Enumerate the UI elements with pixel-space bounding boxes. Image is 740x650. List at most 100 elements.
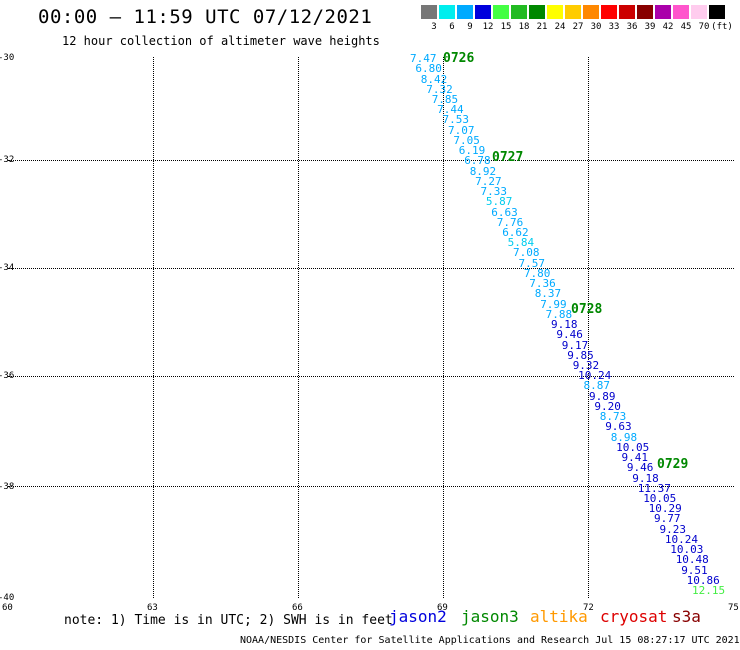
date-label: 0729 <box>657 457 689 472</box>
wave-height-value: 9.77 <box>654 512 681 526</box>
wave-height-value: 7.27 <box>475 174 502 188</box>
wave-height-value: 9.89 <box>589 389 616 403</box>
wave-height-value: 10.24 <box>664 532 699 546</box>
gridline-lat-32 <box>8 160 734 161</box>
wave-height-value: 9.46 <box>556 328 583 342</box>
wave-height-value: 9.51 <box>681 563 708 577</box>
wave-height-value: 9.23 <box>659 522 687 536</box>
satellite-legend-s3a: s3a <box>672 607 701 626</box>
wave-height-value: 6.80 <box>415 62 442 76</box>
date-label: 0727 <box>492 150 524 165</box>
wave-height-value: 5.87 <box>485 195 513 209</box>
colorbar-swatch <box>637 5 653 19</box>
wave-height-value: 7.44 <box>437 103 464 117</box>
wave-height-value: 7.47 <box>410 52 437 65</box>
colorbar-swatch <box>655 5 671 19</box>
wave-height-value: 7.88 <box>545 307 573 321</box>
wave-height-value: 7.33 <box>480 185 508 198</box>
colorbar-swatch <box>691 5 707 19</box>
wave-height-value: 8.73 <box>599 410 627 424</box>
wave-height-value: 9.41 <box>621 451 649 464</box>
colorbar-swatch <box>493 5 509 19</box>
date-label: 0728 <box>571 302 603 317</box>
wave-height-value: 8.42 <box>420 72 448 86</box>
colorbar-label: 45 <box>680 22 692 32</box>
colorbar-label: 36 <box>626 22 638 32</box>
wave-height-value: 10.03 <box>670 543 704 557</box>
colorbar-label: 24 <box>554 22 566 32</box>
wave-height-value: 7.32 <box>426 82 453 96</box>
wave-height-value: 10.05 <box>643 491 677 505</box>
footer-credit: NOAA/NESDIS Center for Satellite Applica… <box>240 635 740 646</box>
colorbar-swatch <box>709 5 725 19</box>
lon-label: 60 <box>2 603 13 613</box>
colorbar-label: 30 <box>590 22 602 32</box>
lon-label: 66 <box>292 603 303 613</box>
colorbar-label: 18 <box>518 22 530 32</box>
colorbar-swatch <box>529 5 545 19</box>
wave-height-value: 8.87 <box>583 379 611 393</box>
units-note: note: 1) Time is in UTC; 2) SWH is in fe… <box>64 613 393 628</box>
gridline-lat-36 <box>8 376 734 377</box>
colorbar-label: 15 <box>500 22 512 32</box>
wave-height-value: 7.36 <box>529 277 556 291</box>
wave-height-value: 8.37 <box>534 287 562 301</box>
wave-height-value: 6.78 <box>464 154 491 168</box>
wave-height-value: 8.98 <box>610 430 638 444</box>
colorbar-label: 27 <box>572 22 584 32</box>
colorbar-swatch <box>421 5 437 19</box>
gridline-lon-66 <box>298 57 299 598</box>
lat-label: -32 <box>0 155 15 165</box>
wave-height-value: 9.63 <box>605 420 632 434</box>
lon-label: 72 <box>583 603 594 613</box>
wave-height-value: 7.57 <box>518 256 546 270</box>
colorbar-swatch <box>439 5 455 19</box>
colorbar-swatch <box>601 5 617 19</box>
lat-label: -40 <box>0 593 15 603</box>
lat-label: -36 <box>0 371 15 381</box>
wave-height-value: 7.05 <box>453 133 480 147</box>
colorbar-swatch <box>457 5 473 19</box>
wave-height-value: 10.05 <box>616 440 650 454</box>
colorbar-swatch <box>673 5 689 19</box>
colorbar-swatch <box>583 5 599 19</box>
colorbar-label: (ft) <box>711 22 733 32</box>
colorbar-swatch <box>511 5 527 19</box>
colorbar-swatch <box>619 5 635 19</box>
wave-height-value: 6.63 <box>491 205 518 219</box>
wave-height-value: 7.80 <box>523 266 551 280</box>
gridline-lon-63 <box>153 57 154 598</box>
gridline-lon-72 <box>588 57 589 598</box>
satellite-legend-jason2: jason2 <box>389 607 447 626</box>
satellite-legend-cryosat: cryosat <box>600 607 668 626</box>
wave-height-value: 9.18 <box>632 471 659 485</box>
wave-height-value: 7.76 <box>496 215 524 229</box>
chart-title: 00:00 – 11:59 UTC 07/12/2021 <box>38 6 373 28</box>
chart-subtitle: 12 hour collection of altimeter wave hei… <box>62 34 380 48</box>
wave-height-value: 12.15 <box>692 584 726 597</box>
colorbar-label: 33 <box>608 22 620 32</box>
wave-height-value: 9.85 <box>567 348 594 362</box>
colorbar-swatch <box>475 5 491 19</box>
colorbar-label: 42 <box>662 22 674 32</box>
wave-height-value: 10.86 <box>686 573 720 587</box>
colorbar-label: 9 <box>467 22 473 32</box>
wave-height-value: 10.29 <box>648 502 682 516</box>
colorbar-label: 70 <box>698 22 710 32</box>
colorbar-swatch <box>565 5 581 19</box>
wave-height-value: 7.07 <box>448 123 475 137</box>
wave-height-value: 8.92 <box>469 164 497 178</box>
lat-label: -30 <box>0 53 15 63</box>
wave-height-value: 9.32 <box>572 358 600 372</box>
lon-label: 69 <box>437 603 448 613</box>
wave-height-value: 9.18 <box>551 318 578 331</box>
colorbar-label: 21 <box>536 22 548 32</box>
satellite-legend-jason3: jason3 <box>461 607 519 626</box>
colorbar-label: 3 <box>431 22 437 32</box>
lat-label: -34 <box>0 263 15 273</box>
colorbar-label: 39 <box>644 22 656 32</box>
gridline-lat-34 <box>8 268 734 269</box>
gridline-lon-69 <box>443 57 444 598</box>
colorbar-swatch <box>547 5 563 19</box>
gridline-lat-38 <box>8 486 734 487</box>
